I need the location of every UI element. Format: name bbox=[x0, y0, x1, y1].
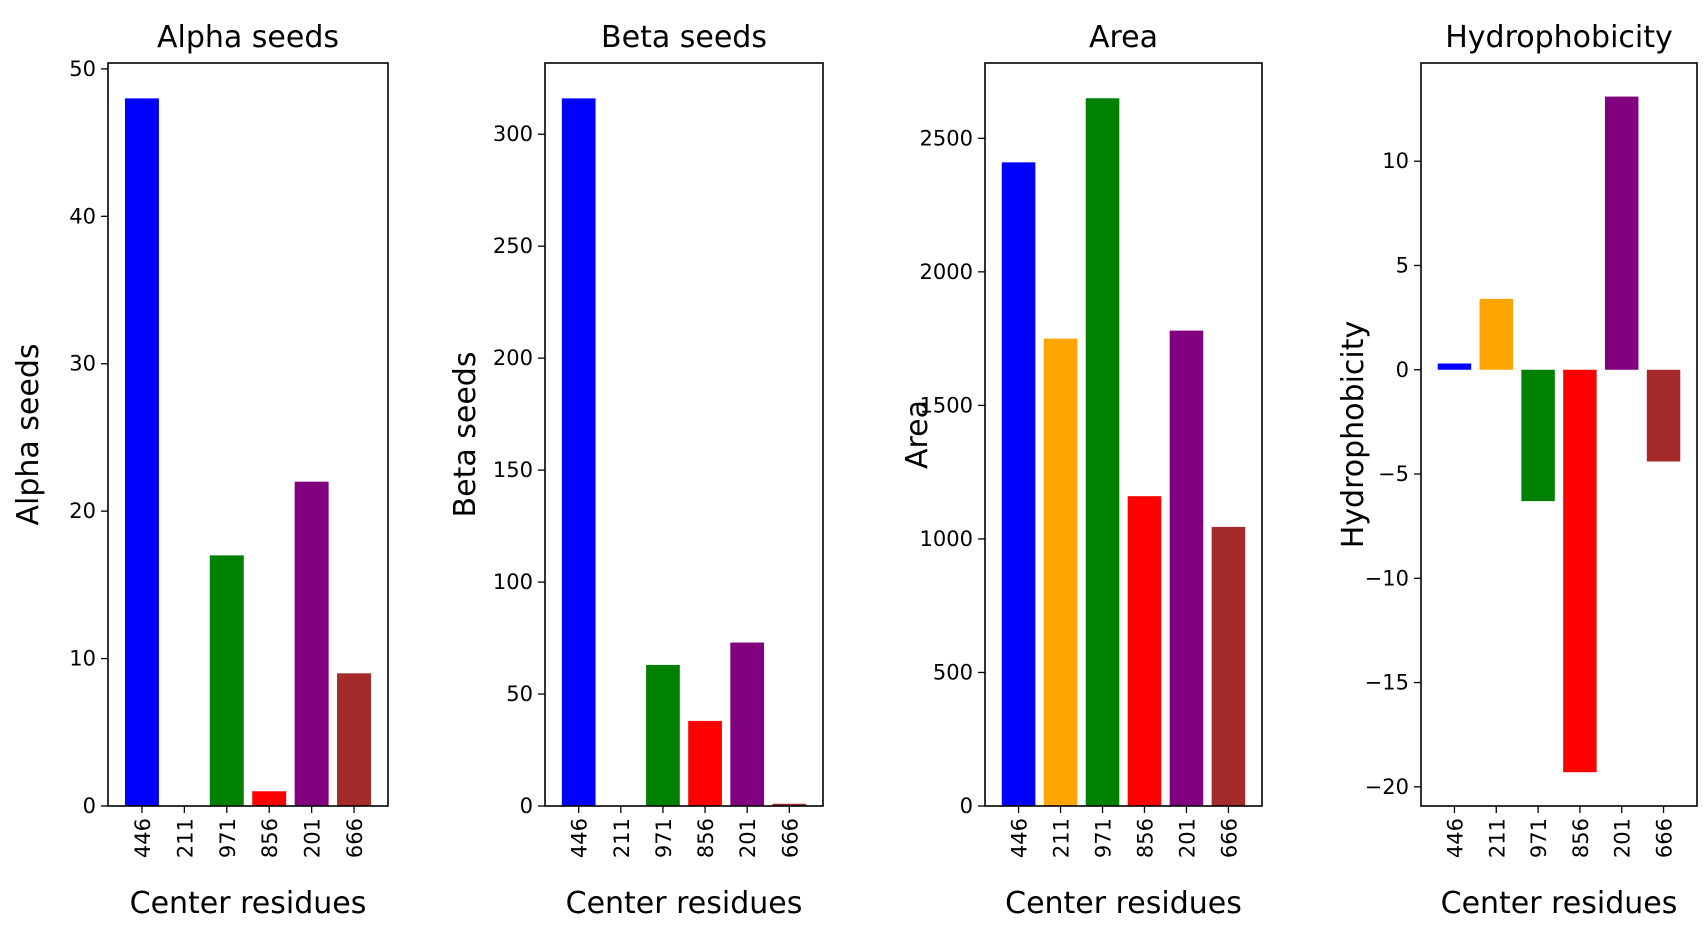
subplot-4: −20 −15 −10 −5 0 5 10 446 211 971 856 201 666 Hydroph… bbox=[1336, 20, 1698, 921]
bar-201 bbox=[730, 642, 765, 806]
y-axis-label: Alpha seeds bbox=[11, 343, 46, 525]
axes-frame bbox=[1420, 62, 1698, 807]
y-tick-label: 5 bbox=[1396, 253, 1409, 277]
bar-201 bbox=[1605, 96, 1639, 370]
x-tick-label: 666 bbox=[1653, 818, 1677, 858]
bar-446 bbox=[1001, 162, 1036, 807]
bar-856 bbox=[688, 720, 722, 806]
x-tick-label: 446 bbox=[131, 818, 155, 858]
x-tick-label: 446 bbox=[568, 818, 592, 858]
y-tick-label: 20 bbox=[69, 499, 96, 523]
x-tick-label: 211 bbox=[173, 818, 197, 858]
y-tick-label: 300 bbox=[493, 122, 533, 146]
bar-666 bbox=[337, 673, 372, 806]
subplot-1: 0 10 20 30 40 50 446 211 971 856 201 666 Alpha seeds… bbox=[11, 20, 389, 921]
bar-201 bbox=[294, 481, 329, 806]
axes-frame bbox=[984, 62, 1263, 807]
x-tick-label: 201 bbox=[1175, 818, 1199, 858]
y-tick-label: 150 bbox=[493, 458, 533, 482]
axes-frame bbox=[107, 62, 389, 807]
x-axis-label: Center residues bbox=[566, 886, 803, 921]
bar-666 bbox=[1211, 526, 1246, 806]
x-tick-label: 666 bbox=[343, 818, 367, 858]
y-tick-label: −10 bbox=[1365, 566, 1409, 590]
y-tick-label: 0 bbox=[520, 794, 533, 818]
x-tick-label: 856 bbox=[1569, 818, 1593, 858]
bar-971 bbox=[1521, 369, 1555, 502]
x-tick-label: 446 bbox=[1008, 818, 1032, 858]
bar-856 bbox=[1563, 369, 1597, 773]
bar-211 bbox=[1479, 298, 1513, 370]
axes-frame bbox=[544, 62, 824, 807]
bar-446 bbox=[124, 98, 159, 806]
x-axis-label: Center residues bbox=[1005, 886, 1242, 921]
chart-title: Hydrophobicity bbox=[1445, 20, 1673, 55]
y-tick-label: 50 bbox=[506, 682, 533, 706]
chart-title: Alpha seeds bbox=[157, 20, 339, 55]
y-tick-label: 30 bbox=[69, 352, 96, 376]
x-axis-label: Center residues bbox=[130, 886, 367, 921]
y-tick-label: 500 bbox=[933, 660, 973, 684]
x-tick-label: 856 bbox=[258, 818, 282, 858]
chart-title: Beta seeds bbox=[601, 20, 767, 55]
bar-856 bbox=[252, 791, 287, 806]
y-tick-label: −5 bbox=[1378, 462, 1409, 486]
y-tick-label: 200 bbox=[493, 346, 533, 370]
y-tick-label: 100 bbox=[493, 570, 533, 594]
subplot-2: 0 50 100 150 200 250 300 446 211 971 856 201 666 Beta… bbox=[448, 20, 824, 921]
y-axis-label: Area bbox=[900, 400, 935, 469]
y-axis-label: Hydrophobicity bbox=[1336, 321, 1371, 549]
x-tick-label: 211 bbox=[1485, 818, 1509, 858]
y-tick-label: 1500 bbox=[920, 393, 973, 417]
chart-title: Area bbox=[1089, 20, 1158, 55]
y-tick-label: 2000 bbox=[920, 260, 973, 284]
bar-211 bbox=[1043, 338, 1078, 806]
y-tick-label: −15 bbox=[1365, 671, 1409, 695]
bar-446 bbox=[1437, 363, 1472, 370]
bar-856 bbox=[1127, 496, 1162, 806]
x-tick-label: 211 bbox=[1050, 818, 1074, 858]
y-tick-label: 10 bbox=[69, 647, 96, 671]
y-tick-label: 1000 bbox=[920, 527, 973, 551]
x-tick-label: 446 bbox=[1443, 818, 1467, 858]
x-tick-label: 666 bbox=[778, 818, 802, 858]
bar-971 bbox=[1085, 98, 1120, 806]
y-tick-label: 0 bbox=[1396, 358, 1409, 382]
x-tick-label: 201 bbox=[736, 818, 760, 858]
y-tick-label: 2500 bbox=[920, 126, 973, 150]
y-tick-label: 10 bbox=[1382, 149, 1409, 173]
x-tick-label: 201 bbox=[1611, 818, 1635, 858]
subplot-3: 0 500 1000 1500 2000 2500 446 211 971 856 201 666 Ar… bbox=[900, 20, 1263, 921]
bar-971 bbox=[646, 664, 680, 806]
x-tick-label: 971 bbox=[652, 818, 676, 858]
x-tick-label: 971 bbox=[216, 818, 240, 858]
bar-446 bbox=[561, 98, 596, 806]
y-tick-label: 0 bbox=[83, 794, 96, 818]
y-tick-label: 250 bbox=[493, 234, 533, 258]
x-tick-label: 856 bbox=[1133, 818, 1157, 858]
x-tick-label: 666 bbox=[1217, 818, 1241, 858]
bar-971 bbox=[209, 555, 244, 806]
y-axis-label: Beta seeds bbox=[448, 352, 483, 518]
y-tick-label: 50 bbox=[69, 57, 96, 81]
x-tick-label: 971 bbox=[1092, 818, 1116, 858]
x-tick-label: 211 bbox=[610, 818, 634, 858]
bar-666 bbox=[1646, 369, 1681, 462]
x-axis-label: Center residues bbox=[1441, 886, 1678, 921]
x-tick-label: 971 bbox=[1527, 818, 1551, 858]
y-tick-label: −20 bbox=[1365, 775, 1409, 799]
x-tick-label: 856 bbox=[694, 818, 718, 858]
bar-201 bbox=[1169, 330, 1204, 806]
y-tick-label: 0 bbox=[960, 794, 973, 818]
bar-666 bbox=[772, 803, 807, 806]
y-tick-label: 40 bbox=[69, 204, 96, 228]
x-tick-label: 201 bbox=[301, 818, 325, 858]
